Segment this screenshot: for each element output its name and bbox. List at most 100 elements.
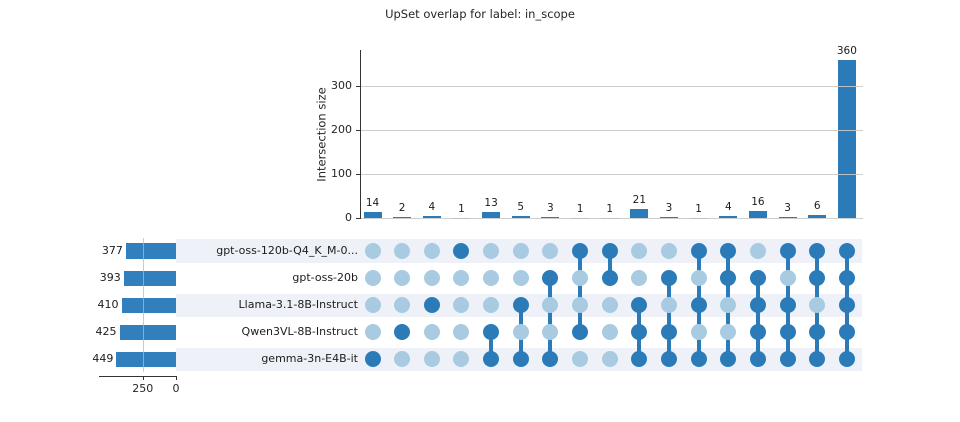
intersection-bar: [363, 211, 382, 218]
intersection-value-label: 6: [813, 200, 821, 213]
intersection-value-label: 1: [458, 202, 465, 215]
matrix-dot: [483, 324, 500, 341]
intersection-bar: [660, 216, 678, 218]
matrix-dot: [542, 297, 559, 314]
matrix-dot: [779, 243, 796, 260]
intersection-value-label: 360: [836, 44, 857, 57]
matrix-dot: [779, 351, 796, 368]
matrix-dot: [749, 351, 766, 368]
matrix-dot: [779, 324, 796, 341]
matrix-dot: [364, 270, 381, 287]
matrix-dot: [838, 324, 855, 341]
matrix-dot: [483, 297, 500, 314]
matrix-dot: [512, 243, 529, 260]
matrix-dot: [690, 270, 707, 287]
matrix-connector: [489, 332, 494, 360]
gridline: [360, 218, 863, 219]
y-tick-mark: [355, 174, 360, 175]
matrix-connector: [607, 251, 612, 279]
intersection-bar: [808, 215, 827, 218]
matrix-dot: [749, 243, 766, 260]
matrix-dot: [779, 297, 796, 314]
intersection-bar: [748, 210, 767, 218]
matrix-dot: [572, 270, 589, 287]
intersection-value-label: 1: [606, 202, 614, 215]
matrix-dot: [394, 270, 411, 287]
set-name-label: gpt-oss-20b: [292, 271, 358, 285]
chart-title: UpSet overlap for label: in_scope: [385, 7, 575, 21]
matrix-dot: [690, 351, 707, 368]
matrix-dot: [364, 243, 381, 260]
matrix-dot: [453, 351, 470, 368]
matrix-dot: [601, 270, 618, 287]
set-size-bar: [119, 324, 176, 341]
intersection-value-label: 1: [695, 202, 702, 215]
matrix-dot: [631, 351, 648, 368]
y-tick-label: 200: [331, 123, 352, 136]
matrix-dot: [720, 270, 737, 287]
matrix-dot: [453, 324, 470, 341]
matrix-dot: [453, 243, 470, 260]
intersection-value-label: 16: [751, 195, 765, 208]
y-tick-mark: [355, 218, 360, 219]
matrix-dot: [572, 324, 589, 341]
matrix-dot: [809, 297, 826, 314]
set-name-label: Qwen3VL-8B-Instruct: [241, 325, 358, 339]
intersection-value-label: 4: [428, 201, 436, 214]
intersection-bar: [837, 59, 856, 218]
matrix-dot: [423, 324, 440, 341]
matrix-dot: [749, 324, 766, 341]
matrix-dot: [631, 270, 648, 287]
matrix-dot: [394, 243, 411, 260]
matrix-dot: [838, 297, 855, 314]
setsize-tick-mark: [142, 375, 144, 380]
matrix-dot: [423, 351, 440, 368]
matrix-connector: [548, 278, 553, 360]
matrix-dot: [631, 324, 648, 341]
gridline: [360, 86, 863, 87]
set-size-bar: [125, 243, 176, 259]
matrix-dot: [423, 270, 440, 287]
matrix-dot: [661, 324, 677, 341]
matrix-dot: [631, 297, 648, 314]
matrix-dot: [631, 243, 648, 260]
matrix-dot: [453, 270, 470, 287]
matrix-dot: [779, 270, 796, 287]
intersection-value-label: 1: [576, 202, 584, 215]
intersection-value-label: 2: [398, 202, 406, 215]
setsize-tick-label: 0: [172, 381, 180, 395]
y-tick-label: 0: [345, 211, 352, 224]
matrix-dot: [720, 297, 737, 314]
matrix-dot: [720, 243, 737, 260]
matrix-dot: [542, 324, 559, 341]
matrix-dot: [838, 243, 855, 260]
intersection-bar: [541, 216, 560, 218]
matrix-dot: [601, 324, 618, 341]
matrix-dot: [423, 243, 440, 260]
matrix-dot: [394, 297, 411, 314]
matrix-dot: [690, 324, 707, 341]
matrix-dot: [661, 270, 677, 287]
matrix-connector: [667, 278, 671, 360]
set-name-label: gemma-3n-E4B-it: [261, 352, 358, 366]
intersection-bar: [422, 216, 441, 218]
matrix-dot: [720, 351, 737, 368]
intersection-bar: [482, 212, 501, 218]
matrix-dot: [661, 297, 677, 314]
matrix-connector: [578, 251, 583, 333]
matrix-dot: [690, 243, 707, 260]
setsize-tick-mark: [176, 375, 177, 380]
matrix-dot: [838, 351, 855, 368]
setsize-gridline: [142, 238, 144, 372]
set-name-label: gpt-oss-120b-Q4_K_M-0...: [216, 244, 358, 258]
gridline: [360, 174, 863, 175]
matrix-dot: [601, 243, 618, 260]
gridline: [360, 130, 863, 131]
set-size-value: 393: [99, 271, 121, 285]
matrix-dot: [809, 351, 826, 368]
intersection-bar: [630, 208, 649, 218]
matrix-dot: [601, 351, 618, 368]
setsize-tick-label: 250: [132, 381, 154, 395]
y-tick-label: 300: [331, 79, 352, 92]
matrix-dot: [483, 243, 500, 260]
